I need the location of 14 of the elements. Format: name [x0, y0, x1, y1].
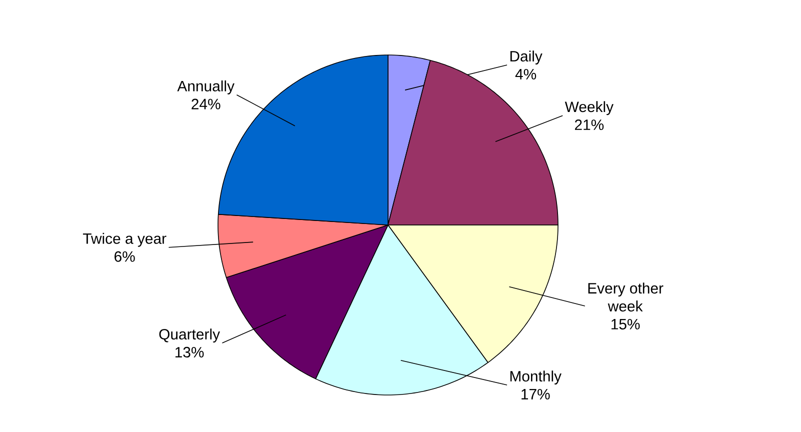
- data-label: 6%: [114, 251, 135, 262]
- data-label: 21%: [574, 119, 604, 130]
- slice-label: Weekly: [564, 101, 614, 116]
- slice-label: Every other week: [588, 282, 664, 312]
- data-label: 24%: [192, 98, 220, 110]
- slice-label: Twice a year: [82, 232, 166, 247]
- slice-label: Annually: [177, 80, 234, 94]
- data-label: 17%: [522, 388, 550, 400]
- slice-label: Monthly: [510, 370, 562, 384]
- data-label: 4%: [515, 68, 536, 80]
- data-label: 15%: [612, 318, 640, 330]
- slice-label: Quarterly: [159, 328, 220, 343]
- slice-label: Daily: [510, 50, 542, 64]
- data-label: 13%: [175, 346, 204, 358]
